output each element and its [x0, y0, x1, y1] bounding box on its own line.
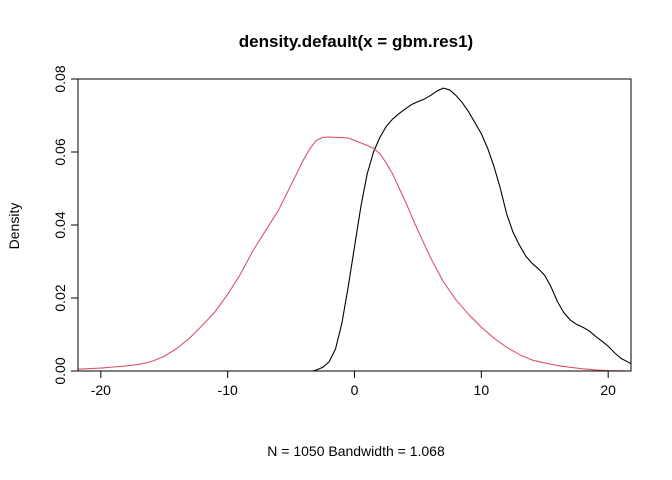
- x-tick-label: -10: [218, 382, 238, 398]
- x-tick-label: 0: [351, 382, 359, 398]
- y-axis-label: Density: [6, 203, 22, 250]
- x-axis-label: N = 1050 Bandwidth = 1.068: [267, 443, 445, 459]
- y-tick-label: 0.00: [52, 357, 68, 384]
- x-tick-label: -20: [91, 382, 111, 398]
- x-tick-label: 20: [600, 382, 616, 398]
- density-line-2: [77, 136, 632, 372]
- chart-title: density.default(x = gbm.res1): [239, 32, 473, 51]
- density-line-1: [312, 87, 632, 372]
- y-tick-label: 0.02: [52, 284, 68, 311]
- y-tick-label: 0.08: [52, 65, 68, 92]
- plot-frame: [77, 78, 632, 372]
- x-tick-label: 10: [474, 382, 490, 398]
- plot-area: -20 -10 0 10 20 0.00 0.02 0.04 0.06 0.08: [52, 65, 632, 398]
- y-tick-label: 0.04: [52, 211, 68, 238]
- y-tick-label: 0.06: [52, 138, 68, 165]
